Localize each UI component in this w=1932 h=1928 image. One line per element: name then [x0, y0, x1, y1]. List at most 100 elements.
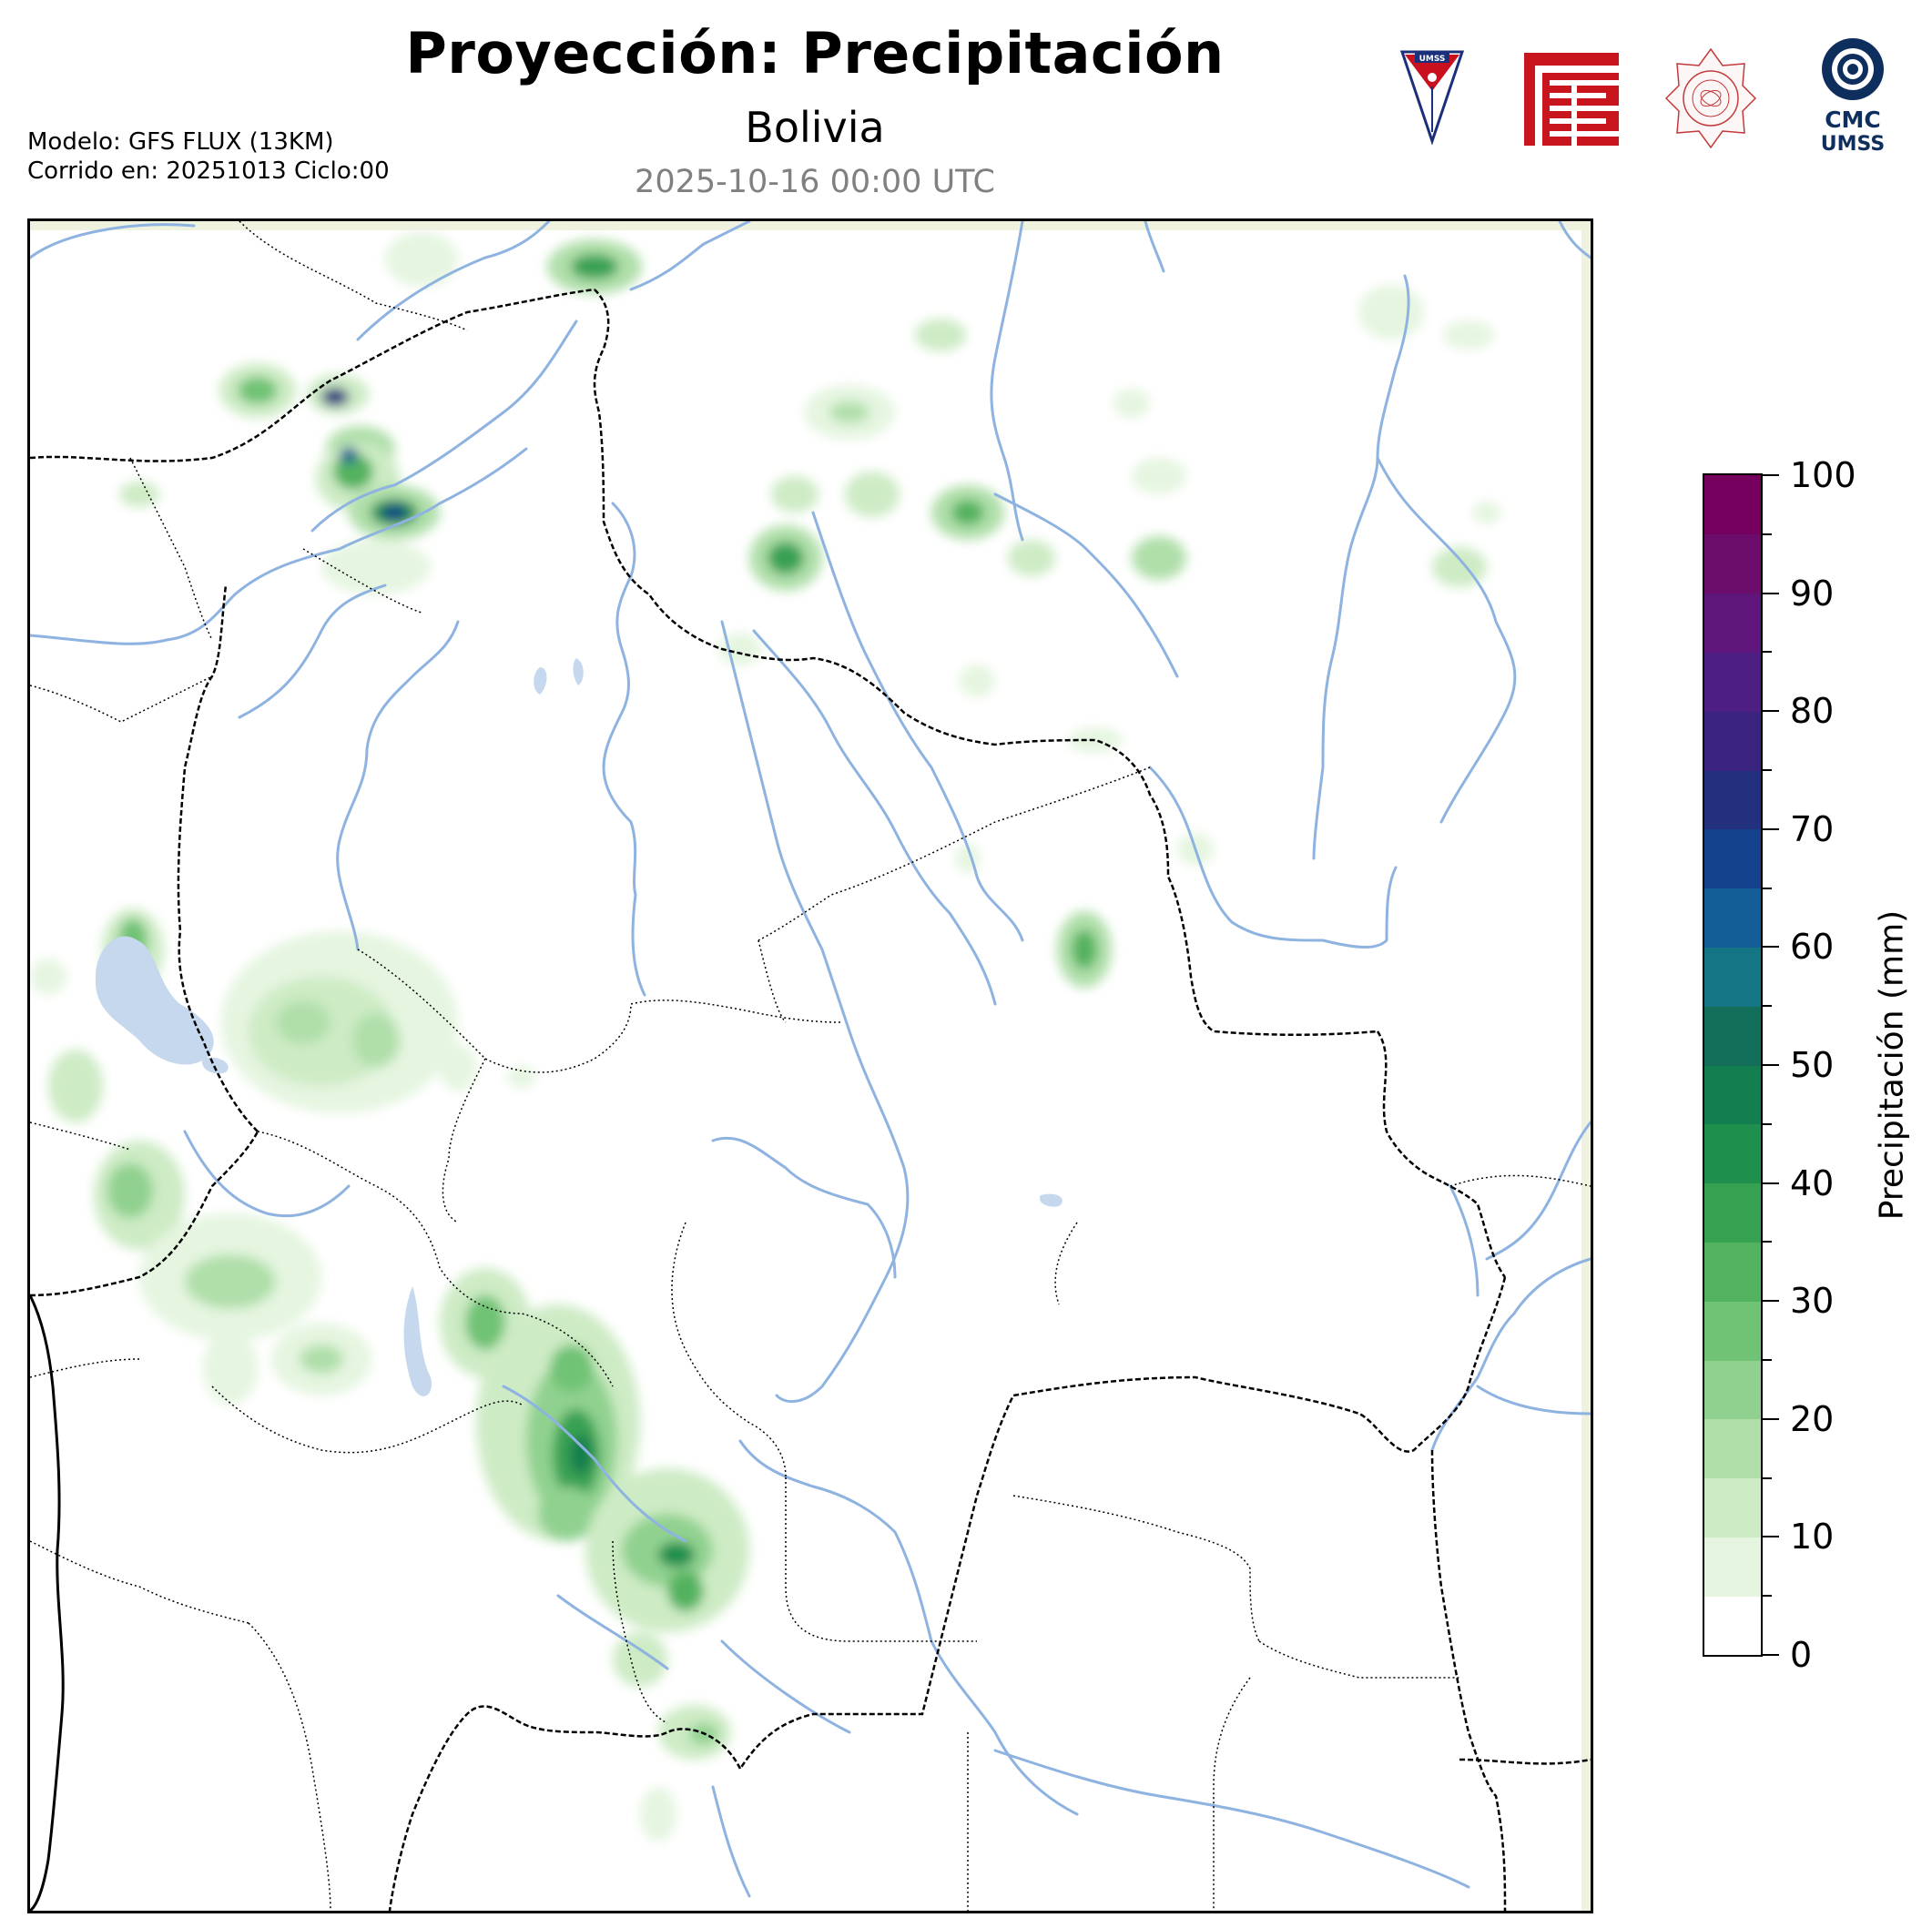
colorbar-major-tick: [1761, 946, 1779, 949]
precip-area: [667, 1571, 704, 1611]
precip-area: [571, 254, 618, 279]
precip-area: [768, 542, 804, 574]
admin-boundary: [1054, 1222, 1078, 1305]
admin-boundary: [248, 1622, 331, 1911]
model-info: Modelo: GFS FLUX (13KM) Corrido en: 2025…: [27, 127, 390, 186]
colorbar-segment: [1704, 1006, 1761, 1066]
admin-boundary: [357, 949, 841, 1073]
precip-area: [829, 401, 869, 423]
cmc-umss-logo: CMC UMSS: [1807, 36, 1898, 156]
colorbar-segment: [1704, 828, 1761, 889]
border-bolivia-paraguay: [738, 1276, 1507, 1770]
colorbar-minor-tick: [1761, 533, 1772, 535]
admin-boundary: [758, 939, 787, 1023]
precip-area: [640, 1787, 676, 1842]
border-paraguay-brazil: [1430, 1449, 1507, 1911]
colorbar-segment: [1704, 1537, 1761, 1597]
river: [811, 511, 1024, 942]
admin-boundary: [302, 548, 422, 614]
border-argentina-brazil: [1459, 1758, 1591, 1765]
map-top-edge: [30, 221, 1591, 230]
precip-area: [333, 453, 373, 490]
colorbar-segment: [1704, 1301, 1761, 1361]
colorbar-tick-label: 100: [1790, 455, 1856, 495]
precip-area: [1132, 536, 1186, 580]
river: [1449, 1184, 1480, 1297]
umss-logo-text: UMSS: [1419, 55, 1446, 64]
precip-area: [845, 472, 900, 517]
precip-area: [107, 1163, 153, 1218]
river: [602, 502, 637, 897]
colorbar-tick-label: 70: [1790, 808, 1835, 849]
river: [631, 893, 646, 997]
river: [993, 1749, 1470, 1889]
lakes: [95, 658, 1063, 1396]
border-bolivia-brazil-north: [593, 289, 1378, 1036]
colorbar-minor-tick: [1761, 1005, 1772, 1008]
lake-titicaca: [95, 936, 214, 1065]
river: [30, 593, 237, 645]
river: [556, 1594, 669, 1670]
lake-small: [202, 1057, 229, 1074]
colorbar-minor-tick: [1761, 769, 1772, 771]
river: [336, 620, 460, 951]
colorbar-minor-tick: [1761, 1241, 1772, 1243]
colorbar-segment: [1704, 1477, 1761, 1537]
river: [233, 447, 528, 596]
precip-area: [381, 505, 407, 520]
precip-area: [238, 377, 278, 404]
colorbar-major-tick: [1761, 1417, 1779, 1420]
colorbar-segment: [1704, 770, 1761, 830]
river: [310, 320, 578, 533]
colorbar-tick-label: 50: [1790, 1045, 1835, 1085]
precip-area: [1072, 929, 1097, 969]
colorbar-tick-label: 40: [1790, 1162, 1835, 1203]
precip-area: [30, 959, 66, 995]
colorbar-segment: [1704, 652, 1761, 712]
precip-area: [771, 476, 819, 512]
precip-areas: [30, 232, 1501, 1842]
colorbar-segment: [1704, 1418, 1761, 1479]
colorbar-major-tick: [1761, 1654, 1779, 1656]
lake-small: [534, 667, 547, 695]
precip-area: [951, 500, 984, 525]
colorbar-segment: [1704, 1242, 1761, 1302]
river: [629, 221, 751, 291]
border-bolivia-peru: [177, 584, 259, 1132]
border-bolivia-brazil-east: [1376, 1030, 1507, 1278]
physics-department-seal: [1664, 47, 1757, 149]
admin-boundary: [30, 1540, 249, 1624]
umss-shield-logo: UMSS: [1399, 50, 1465, 146]
precip-area: [570, 1435, 592, 1475]
colorbar-segment: [1704, 1065, 1761, 1125]
precip-area: [119, 482, 159, 507]
valid-datetime: 2025-10-16 00:00 UTC: [635, 164, 995, 200]
colorbar-tick-label: 60: [1790, 927, 1835, 968]
colorbar-tick-label: 10: [1790, 1517, 1835, 1558]
precip-area: [300, 1345, 343, 1374]
river: [990, 221, 1024, 542]
precip-area: [385, 232, 458, 287]
lake-small: [573, 658, 584, 685]
river: [720, 620, 910, 1404]
river: [356, 221, 551, 341]
river: [238, 583, 387, 719]
precip-area: [1008, 540, 1055, 576]
colorbar-segment: [1704, 533, 1761, 594]
precip-area: [915, 319, 966, 351]
colorbar-tick-label: 30: [1790, 1281, 1835, 1322]
precip-area: [48, 1050, 103, 1122]
colorbar-major-tick: [1761, 1064, 1779, 1066]
colorbar-minor-tick: [1761, 651, 1772, 654]
admin-boundary: [30, 1358, 140, 1378]
svg-text:CMC: CMC: [1825, 107, 1881, 133]
colorbar-major-tick: [1761, 710, 1779, 713]
precipitation-map: [27, 218, 1593, 1913]
lake-poopo: [403, 1286, 432, 1396]
river: [1376, 456, 1517, 824]
model-line: Modelo: GFS FLUX (13KM): [27, 128, 334, 156]
river: [1312, 274, 1410, 860]
colorbar-minor-tick: [1761, 1476, 1772, 1479]
admin-boundaries: [30, 221, 1591, 1911]
colorbar-segment: [1704, 1596, 1761, 1655]
